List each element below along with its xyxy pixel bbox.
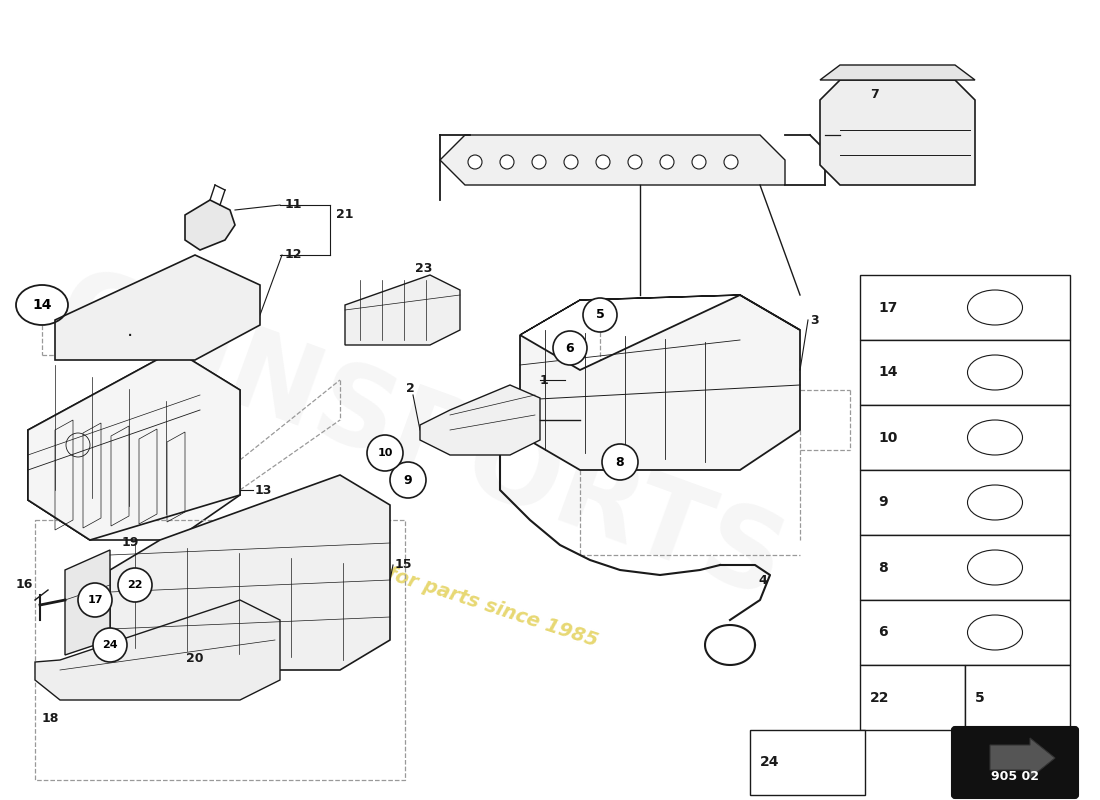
Text: 24: 24	[760, 755, 780, 770]
Text: 4: 4	[758, 574, 767, 586]
Circle shape	[724, 155, 738, 169]
Text: 12: 12	[285, 249, 303, 262]
Text: 19: 19	[121, 537, 139, 550]
Polygon shape	[185, 200, 235, 250]
Bar	[860, 340, 1070, 405]
Polygon shape	[520, 295, 800, 335]
Polygon shape	[35, 600, 280, 700]
Circle shape	[78, 583, 112, 617]
Bar	[860, 405, 1070, 470]
Text: 21: 21	[336, 209, 353, 222]
Text: 6: 6	[565, 342, 574, 354]
Polygon shape	[28, 350, 240, 540]
Polygon shape	[820, 80, 975, 185]
Text: 11: 11	[285, 198, 303, 211]
Polygon shape	[440, 135, 785, 185]
Text: 10: 10	[878, 430, 898, 445]
Text: .: .	[126, 321, 133, 339]
Bar	[35, 520, 405, 780]
Bar	[860, 470, 1070, 535]
Circle shape	[564, 155, 578, 169]
Circle shape	[367, 435, 403, 471]
Circle shape	[583, 298, 617, 332]
Text: 17: 17	[87, 595, 102, 605]
Text: 9: 9	[878, 495, 888, 510]
Circle shape	[390, 462, 426, 498]
Text: 22: 22	[870, 690, 890, 705]
Text: a passion for parts since 1985: a passion for parts since 1985	[279, 530, 601, 650]
Text: 8: 8	[616, 455, 625, 469]
Text: 5: 5	[595, 309, 604, 322]
Text: 5: 5	[975, 690, 984, 705]
Circle shape	[118, 568, 152, 602]
Text: 23: 23	[415, 262, 432, 274]
Polygon shape	[28, 350, 240, 540]
Text: 10: 10	[377, 448, 393, 458]
Circle shape	[660, 155, 674, 169]
Bar	[750, 730, 865, 795]
Text: 24: 24	[102, 640, 118, 650]
Text: 17: 17	[878, 301, 898, 314]
Circle shape	[468, 155, 482, 169]
Text: 2: 2	[406, 382, 415, 394]
Text: 9: 9	[404, 474, 412, 486]
Circle shape	[500, 155, 514, 169]
Circle shape	[553, 331, 587, 365]
Text: 1: 1	[540, 374, 549, 386]
Circle shape	[532, 155, 546, 169]
Polygon shape	[520, 295, 800, 470]
Polygon shape	[28, 430, 90, 540]
FancyBboxPatch shape	[952, 727, 1078, 798]
Text: 7: 7	[870, 89, 879, 102]
Circle shape	[602, 444, 638, 480]
Text: 13: 13	[255, 483, 273, 497]
Text: 3: 3	[810, 314, 818, 326]
Bar	[860, 665, 965, 730]
Bar	[860, 535, 1070, 600]
Circle shape	[692, 155, 706, 169]
Bar	[860, 275, 1070, 340]
Polygon shape	[990, 738, 1055, 778]
Text: 8: 8	[878, 561, 888, 574]
Bar	[860, 600, 1070, 665]
Polygon shape	[55, 255, 260, 360]
Circle shape	[94, 628, 126, 662]
Bar	[965, 665, 1070, 730]
Text: 22: 22	[128, 580, 143, 590]
Text: 905 02: 905 02	[991, 770, 1040, 783]
Text: 14: 14	[32, 298, 52, 312]
Text: GUNSPORTS: GUNSPORTS	[42, 258, 799, 622]
Text: 14: 14	[878, 366, 898, 379]
Circle shape	[628, 155, 642, 169]
Text: 15: 15	[395, 558, 412, 571]
Polygon shape	[820, 65, 975, 80]
Polygon shape	[420, 385, 540, 455]
Text: 16: 16	[15, 578, 33, 591]
Polygon shape	[345, 275, 460, 345]
Circle shape	[596, 155, 611, 169]
Text: 18: 18	[42, 711, 58, 725]
Polygon shape	[65, 550, 110, 655]
Text: 20: 20	[186, 651, 204, 665]
Polygon shape	[110, 475, 390, 670]
Text: 6: 6	[878, 626, 888, 639]
